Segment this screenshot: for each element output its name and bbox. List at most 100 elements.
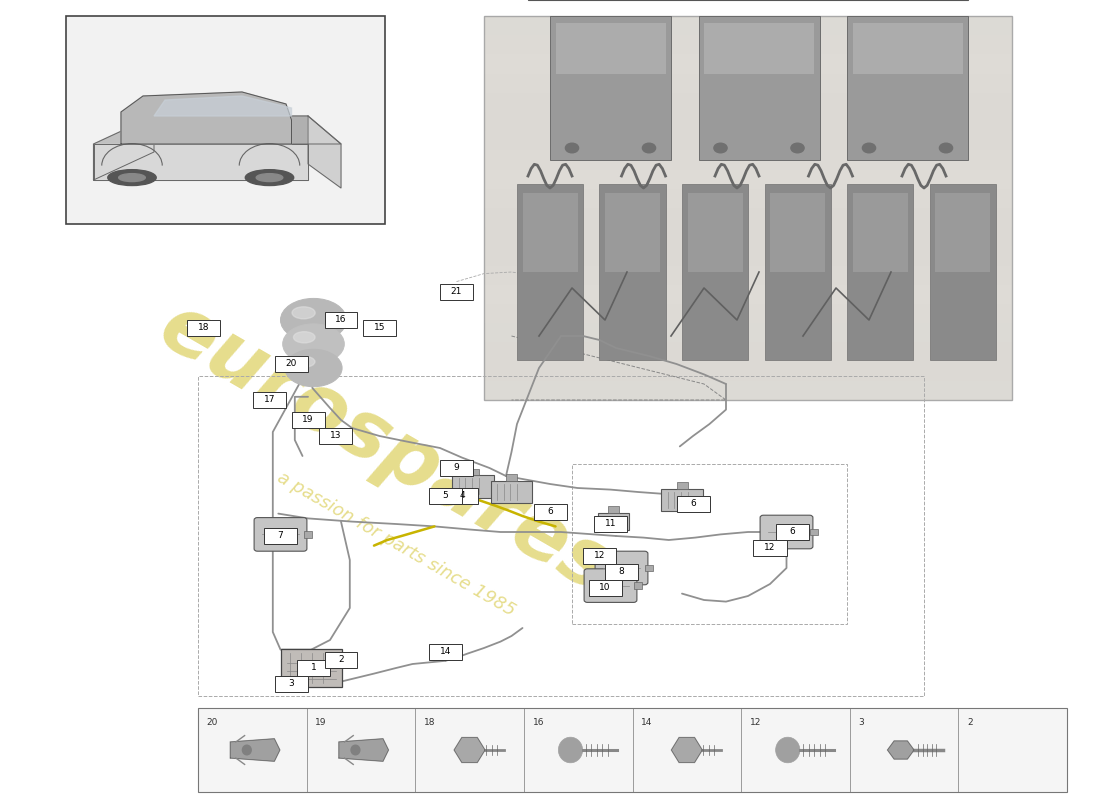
Text: 1: 1 [310, 663, 317, 673]
Polygon shape [308, 116, 341, 188]
Bar [698, 16, 820, 160]
Circle shape [714, 143, 727, 153]
Text: 12: 12 [594, 551, 605, 561]
Bar [484, 362, 1012, 381]
Text: 20: 20 [207, 718, 218, 726]
Text: 6: 6 [547, 507, 553, 517]
Bar [304, 531, 312, 538]
Bar [484, 35, 1012, 54]
Ellipse shape [256, 174, 283, 182]
Text: 4: 4 [459, 491, 465, 501]
FancyBboxPatch shape [776, 524, 808, 540]
FancyBboxPatch shape [264, 528, 297, 544]
Ellipse shape [351, 746, 360, 755]
FancyBboxPatch shape [275, 356, 308, 372]
Bar [550, 16, 671, 160]
Ellipse shape [776, 738, 800, 763]
FancyBboxPatch shape [363, 320, 396, 336]
Ellipse shape [280, 298, 346, 342]
Bar [484, 208, 1012, 227]
Bar [484, 16, 1012, 400]
FancyBboxPatch shape [754, 540, 786, 556]
FancyBboxPatch shape [324, 312, 358, 328]
Text: 8: 8 [618, 567, 625, 577]
FancyBboxPatch shape [292, 412, 324, 428]
FancyBboxPatch shape [760, 515, 813, 549]
Bar [491, 481, 532, 503]
FancyBboxPatch shape [187, 320, 220, 336]
FancyBboxPatch shape [297, 660, 330, 676]
Bar [661, 489, 703, 511]
Text: 13: 13 [330, 431, 341, 441]
Text: 10: 10 [600, 583, 610, 593]
Polygon shape [94, 116, 154, 180]
Bar [452, 475, 494, 498]
Polygon shape [888, 741, 914, 759]
Bar [198, 708, 1067, 792]
Bar [484, 246, 1012, 266]
FancyBboxPatch shape [676, 496, 710, 512]
FancyBboxPatch shape [583, 548, 616, 564]
Polygon shape [154, 116, 341, 144]
FancyBboxPatch shape [254, 518, 307, 551]
Bar [704, 23, 814, 74]
Text: 2: 2 [338, 655, 344, 665]
Bar [517, 184, 583, 360]
Bar [676, 482, 688, 489]
FancyBboxPatch shape [275, 676, 308, 692]
Bar [484, 16, 1012, 35]
FancyBboxPatch shape [253, 392, 286, 408]
Text: 6: 6 [789, 527, 795, 537]
Bar [484, 54, 1012, 74]
Bar [468, 469, 478, 475]
Bar [484, 323, 1012, 342]
Bar [572, 464, 847, 624]
Bar [484, 93, 1012, 112]
Polygon shape [339, 739, 388, 762]
Bar [608, 506, 619, 513]
Bar [556, 23, 666, 74]
Ellipse shape [119, 174, 145, 182]
FancyBboxPatch shape [319, 428, 352, 444]
Bar [280, 649, 341, 687]
Text: 20: 20 [286, 359, 297, 369]
Text: 18: 18 [425, 718, 436, 726]
Text: eurospares: eurospares [145, 287, 625, 609]
Bar [847, 184, 913, 360]
Polygon shape [671, 738, 702, 762]
Bar [852, 23, 962, 74]
Bar [484, 266, 1012, 285]
Bar [605, 193, 660, 272]
Text: 3: 3 [288, 679, 295, 689]
Polygon shape [454, 738, 485, 762]
Text: 19: 19 [316, 718, 327, 726]
Bar [484, 112, 1012, 131]
Bar [484, 74, 1012, 93]
Bar [484, 342, 1012, 362]
Circle shape [642, 143, 656, 153]
Ellipse shape [285, 350, 342, 386]
Bar [484, 150, 1012, 170]
Text: 15: 15 [374, 323, 385, 333]
Text: 3: 3 [858, 718, 865, 726]
Bar [66, 16, 385, 224]
Text: 21: 21 [451, 287, 462, 297]
Ellipse shape [292, 306, 315, 318]
Bar [935, 193, 990, 272]
Circle shape [565, 143, 579, 153]
Bar [484, 285, 1012, 304]
Bar [484, 381, 1012, 400]
FancyBboxPatch shape [446, 488, 478, 504]
Bar [682, 184, 748, 360]
Text: 7: 7 [277, 531, 284, 541]
Bar [484, 227, 1012, 246]
Bar [810, 529, 818, 535]
Text: 14: 14 [641, 718, 652, 726]
FancyBboxPatch shape [429, 644, 462, 660]
Bar [645, 565, 653, 571]
Bar [484, 170, 1012, 189]
FancyBboxPatch shape [534, 504, 566, 520]
Bar [198, 376, 924, 696]
Text: a passion for parts since 1985: a passion for parts since 1985 [274, 468, 518, 620]
Polygon shape [94, 144, 308, 180]
